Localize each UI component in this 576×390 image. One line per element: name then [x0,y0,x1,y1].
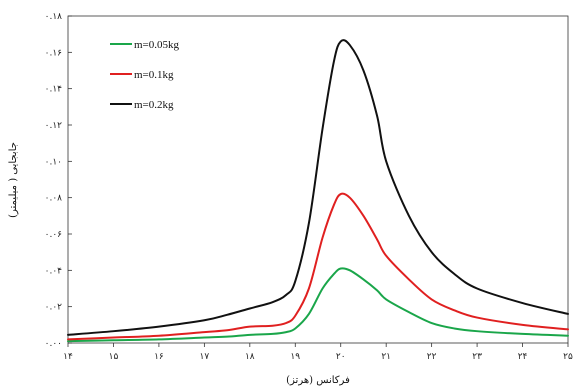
y-tick-label: ۰.۰۶ [45,230,63,240]
x-tick-label: ۱۴ [63,352,73,362]
legend-label: m=0.2kg [134,99,174,111]
x-tick-label: ۲۰ [336,352,346,362]
y-axis: ۰.۰۰ ۰.۰۲ ۰.۰۴ ۰.۰۶ ۰.۰۸ ۰.۱۰ ۰.۱۲ ۰.۱۴ ۰.۱۶ ۰.۱۸ [45,12,72,349]
y-tick-label: ۰.۰۴ [45,266,63,276]
x-tick-label: ۱۸ [245,352,255,362]
y-tick-label: ۰.۱۶ [45,48,63,58]
x-tick-label: ۱۹ [290,352,300,362]
x-tick-label: ۲۲ [427,352,437,362]
x-tick-label: ۲۳ [472,352,482,362]
x-tick-label: ۲۱ [381,352,391,362]
plot-frame [67,15,569,344]
series-group [67,39,569,343]
x-tick-label: ۱۶ [154,352,164,362]
y-tick-label: ۰.۱۴ [45,85,63,95]
y-tick-label: ۰.۰۰ [45,339,62,349]
x-axis: ۱۴ ۱۵ ۱۶ ۱۷ ۱۸ ۱۹ ۲۰ ۲۱ ۲۲ ۲۳ ۲۴ ۲۵ [63,343,573,362]
x-tick-label: ۲۴ [518,352,528,362]
series-line-1 [67,267,569,343]
x-axis-label: فرکانس (هرتز) [286,375,350,386]
legend-label: m=0.1kg [134,69,174,81]
x-tick-label: ۲۵ [563,352,573,362]
y-tick-label: ۰.۱۸ [45,12,63,22]
y-axis-label: جابجایی ( میلیمتر) [8,142,19,218]
x-tick-label: ۱۷ [200,352,210,362]
y-tick-label: ۰.۱۲ [45,121,63,131]
x-tick-label: ۱۵ [109,352,119,362]
y-tick-label: ۰.۰۲ [45,303,63,313]
legend: m=0.05kg m=0.1kg m=0.2kg [110,39,180,111]
y-tick-label: ۰.۱۰ [45,157,62,167]
legend-label: m=0.05kg [134,39,180,51]
series-line-3 [67,39,569,336]
series-line-2 [67,192,569,341]
y-tick-label: ۰.۰۸ [45,194,63,204]
